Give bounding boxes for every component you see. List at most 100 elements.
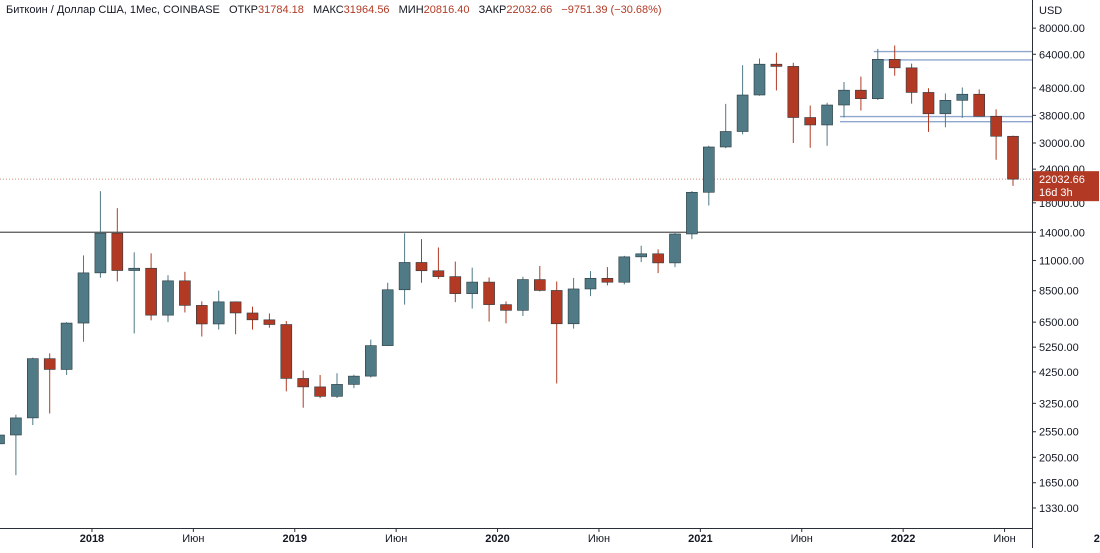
candle-2022-01 bbox=[922, 88, 935, 132]
candle-2021-06 bbox=[804, 105, 817, 148]
candle-body bbox=[483, 281, 495, 305]
candle-body bbox=[449, 276, 462, 294]
y-tick-label: 14000.00 bbox=[1039, 227, 1085, 239]
candle-body bbox=[871, 59, 884, 99]
candle-2018-11 bbox=[280, 321, 293, 392]
candle-2017-09 bbox=[43, 353, 56, 414]
candle-2018-09 bbox=[246, 306, 259, 330]
candle-2021-05 bbox=[787, 62, 800, 144]
y-tick-label: 30000.00 bbox=[1039, 138, 1085, 150]
y-tick-label: 1330.00 bbox=[1039, 503, 1079, 515]
candle-body bbox=[500, 304, 512, 311]
candle-body bbox=[533, 279, 546, 291]
x-tick-label: Июн bbox=[588, 533, 610, 545]
candle-body bbox=[838, 89, 850, 106]
candle-2019-08 bbox=[432, 247, 445, 279]
candle-2019-04 bbox=[364, 339, 377, 378]
candle-2022-04 bbox=[973, 89, 986, 117]
x-tick-label: 2022 bbox=[891, 533, 915, 545]
x-axis-ticks: 2018 Июн 2019 Июн 2020 Июн 2021 Июн 2022 Июн 2023 bbox=[80, 528, 1100, 545]
close-value: 22032.66 bbox=[506, 4, 553, 16]
y-tick-label: 11000.00 bbox=[1039, 256, 1084, 268]
candle-body bbox=[364, 345, 377, 377]
candle-body bbox=[297, 378, 310, 388]
candle-body bbox=[1007, 135, 1019, 180]
open-label: ОТКР bbox=[228, 4, 258, 16]
candle-body bbox=[601, 278, 614, 283]
candle-2019-12 bbox=[500, 301, 512, 324]
candle-body bbox=[618, 256, 631, 283]
candle-2017-06 bbox=[0, 434, 5, 445]
y-tick-label: 80000.00 bbox=[1039, 23, 1085, 35]
candle-body bbox=[128, 267, 140, 271]
candle-body bbox=[179, 280, 191, 306]
candle-body bbox=[821, 104, 833, 126]
candle-2020-06 bbox=[601, 267, 614, 286]
candle-2017-07 bbox=[10, 414, 22, 476]
chart-title: Биткоин / Доллар США, 1Мес, COINBASE bbox=[6, 4, 220, 16]
candle-2018-07 bbox=[212, 290, 225, 330]
candle-2022-06 bbox=[1007, 135, 1019, 186]
candle-2018-02 bbox=[128, 252, 140, 334]
candle-2021-03 bbox=[753, 58, 766, 96]
high-value: 31964.56 bbox=[343, 4, 390, 16]
candle-body bbox=[331, 384, 343, 397]
candle-2018-06 bbox=[196, 301, 208, 337]
candle-2017-11 bbox=[77, 255, 90, 342]
candle-body bbox=[263, 319, 276, 325]
candle-2017-10 bbox=[60, 322, 73, 375]
y-tick-label: 2550.00 bbox=[1039, 427, 1079, 439]
candle-body bbox=[584, 278, 597, 290]
candle-2018-04 bbox=[162, 275, 174, 323]
y-tick-label: 64000.00 bbox=[1039, 49, 1085, 61]
candle-body bbox=[517, 279, 529, 311]
x-tick-label: Июн bbox=[385, 533, 407, 545]
candle-body bbox=[381, 289, 394, 346]
candle-body bbox=[246, 312, 259, 321]
candle-2018-01 bbox=[111, 208, 124, 282]
candle-2020-03 bbox=[550, 281, 563, 384]
change-value: −9751.39 (−30.68%) bbox=[561, 4, 662, 16]
candle-body bbox=[973, 93, 986, 117]
candle-body bbox=[348, 375, 360, 385]
current-price-badge-bg bbox=[1033, 171, 1099, 202]
candle-body bbox=[652, 253, 664, 264]
candle-2021-12 bbox=[905, 63, 918, 104]
candle-body bbox=[466, 281, 479, 294]
x-tick-label: Июн bbox=[993, 533, 1015, 545]
candle-body bbox=[956, 93, 969, 101]
currency-label: USD bbox=[1039, 5, 1062, 17]
candle-2021-09 bbox=[855, 76, 867, 111]
x-tick-label: Июн bbox=[182, 533, 204, 545]
x-tick-label: Июн bbox=[791, 533, 813, 545]
candle-body bbox=[905, 67, 918, 93]
candle-body bbox=[398, 262, 411, 291]
candle-body bbox=[922, 92, 935, 115]
candle-body bbox=[280, 324, 293, 379]
candle-2022-05 bbox=[990, 109, 1002, 160]
candle-2019-10 bbox=[466, 267, 479, 309]
candle-body bbox=[10, 417, 22, 436]
candle-body bbox=[567, 288, 580, 325]
candle-body bbox=[736, 94, 749, 132]
candle-body bbox=[990, 115, 1002, 137]
candle-body bbox=[26, 358, 39, 419]
candle-2022-02 bbox=[939, 93, 952, 128]
x-tick-label: 2021 bbox=[688, 533, 712, 545]
candle-body bbox=[415, 262, 428, 272]
candle-body bbox=[550, 290, 563, 325]
y-axis-ticks: USD 80000.00 64000.00 48000.00 38000.00 30000… bbox=[1032, 5, 1085, 515]
candle-2020-09 bbox=[652, 249, 664, 274]
candle-2018-10 bbox=[263, 313, 276, 328]
low-label: МИН bbox=[398, 4, 424, 16]
candle-2019-02 bbox=[331, 373, 343, 399]
x-tick-label: 2018 bbox=[80, 533, 104, 545]
candle-body bbox=[212, 301, 225, 325]
candle-2021-10 bbox=[871, 48, 884, 101]
candle-body bbox=[432, 270, 445, 277]
y-tick-label: 4250.00 bbox=[1039, 367, 1079, 379]
candle-body bbox=[43, 358, 56, 370]
